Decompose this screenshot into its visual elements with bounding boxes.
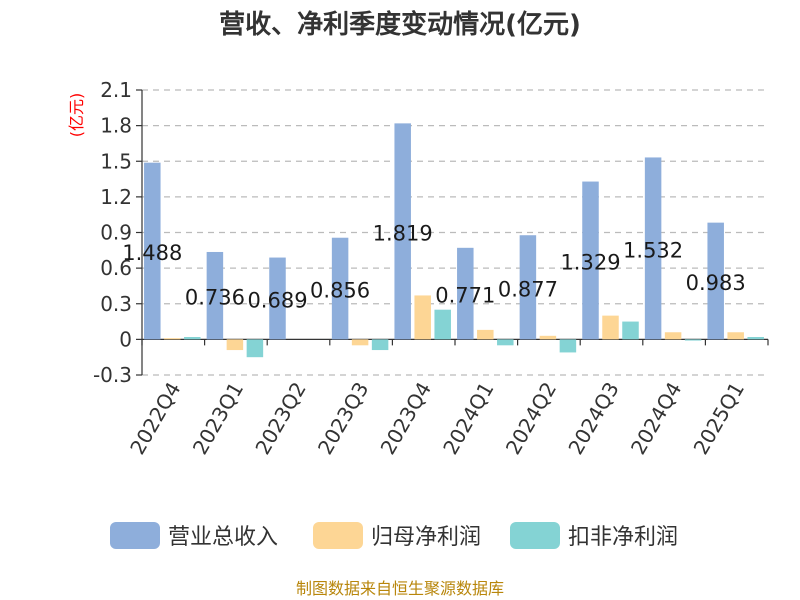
y-tick-label: 0.3 (100, 292, 132, 316)
bar (477, 329, 494, 340)
data-label: 0.689 (247, 288, 307, 312)
x-tick-labels: 2022Q4 2023Q1 2023Q2 2023Q3 2023Q4 2024Q1 2024… (125, 378, 749, 459)
data-label: 0.736 (185, 286, 245, 310)
bar (727, 332, 744, 340)
x-tick-label: 2023Q3 (313, 378, 373, 459)
bar (414, 295, 431, 340)
y-tick-label: 0.6 (100, 256, 132, 280)
data-label: 1.819 (373, 221, 433, 245)
y-tick-label: 1.8 (100, 114, 132, 138)
bar (664, 332, 682, 340)
bar (246, 339, 264, 358)
bar (519, 235, 537, 340)
x-tick-label: 2025Q1 (689, 378, 749, 459)
bar (434, 309, 451, 340)
bar (747, 337, 764, 340)
legend-swatch (110, 522, 160, 549)
grid-lines (136, 89, 768, 376)
bar (602, 315, 619, 340)
bar (351, 339, 369, 346)
bar (539, 335, 557, 340)
legend-label: 归母净利润 (371, 525, 481, 550)
data-label: 0.983 (686, 271, 746, 295)
bars (144, 123, 764, 358)
y-tick-label: 0.9 (100, 221, 132, 245)
bar (457, 247, 474, 340)
legend-label: 营业总收入 (168, 525, 278, 550)
bar (394, 123, 411, 340)
x-tick-label: 2023Q4 (376, 378, 436, 459)
bar (497, 339, 514, 346)
x-tick-label: 2022Q4 (125, 378, 185, 459)
bar (559, 339, 577, 353)
y-tick-label: 1.5 (100, 149, 132, 173)
data-label: 1.532 (623, 238, 683, 262)
data-label: 0.877 (498, 277, 558, 301)
x-tick-label: 2024Q3 (563, 378, 623, 459)
bar (144, 162, 161, 340)
y-tick-label: 2.1 (100, 78, 132, 102)
bar (331, 237, 349, 340)
x-tick-label: 2024Q4 (626, 378, 686, 459)
legend-swatch (313, 522, 363, 549)
bar (206, 251, 224, 340)
bar (707, 222, 724, 340)
data-label: 0.771 (435, 284, 495, 308)
data-label: 1.329 (560, 250, 620, 274)
x-tick-label: 2023Q2 (250, 378, 310, 459)
x-tick-label: 2024Q1 (438, 378, 498, 459)
legend-label: 扣非净利润 (568, 525, 678, 550)
x-tick-label: 2024Q2 (501, 378, 561, 459)
bar (371, 339, 389, 351)
bar (622, 321, 639, 340)
bar (164, 338, 181, 340)
y-unit-label: (亿元) (67, 93, 86, 138)
axes (141, 90, 769, 375)
data-label: 0.856 (310, 279, 370, 303)
bar (184, 337, 201, 340)
data-label: 1.488 (122, 241, 182, 265)
bar (644, 157, 662, 340)
legend-swatch (510, 522, 560, 549)
bar (269, 257, 286, 340)
y-tick-labels: 2.1 1.8 1.5 1.2 0.9 0.6 0.3 0 -0.3 (93, 78, 132, 387)
x-tick-label: 2023Q1 (188, 378, 248, 459)
y-tick-label: 0 (119, 327, 132, 351)
bar (684, 339, 702, 341)
bar (582, 181, 599, 340)
source-note: 制图数据来自恒生聚源数据库 (296, 579, 504, 598)
y-tick-label: 1.2 (100, 185, 132, 209)
y-tick-label: -0.3 (93, 363, 132, 387)
chart-title: 营收、净利季度变动情况(亿元) (219, 9, 581, 40)
legend: 营业总收入 归母净利润 扣非净利润 (110, 522, 678, 550)
bar (226, 339, 244, 351)
